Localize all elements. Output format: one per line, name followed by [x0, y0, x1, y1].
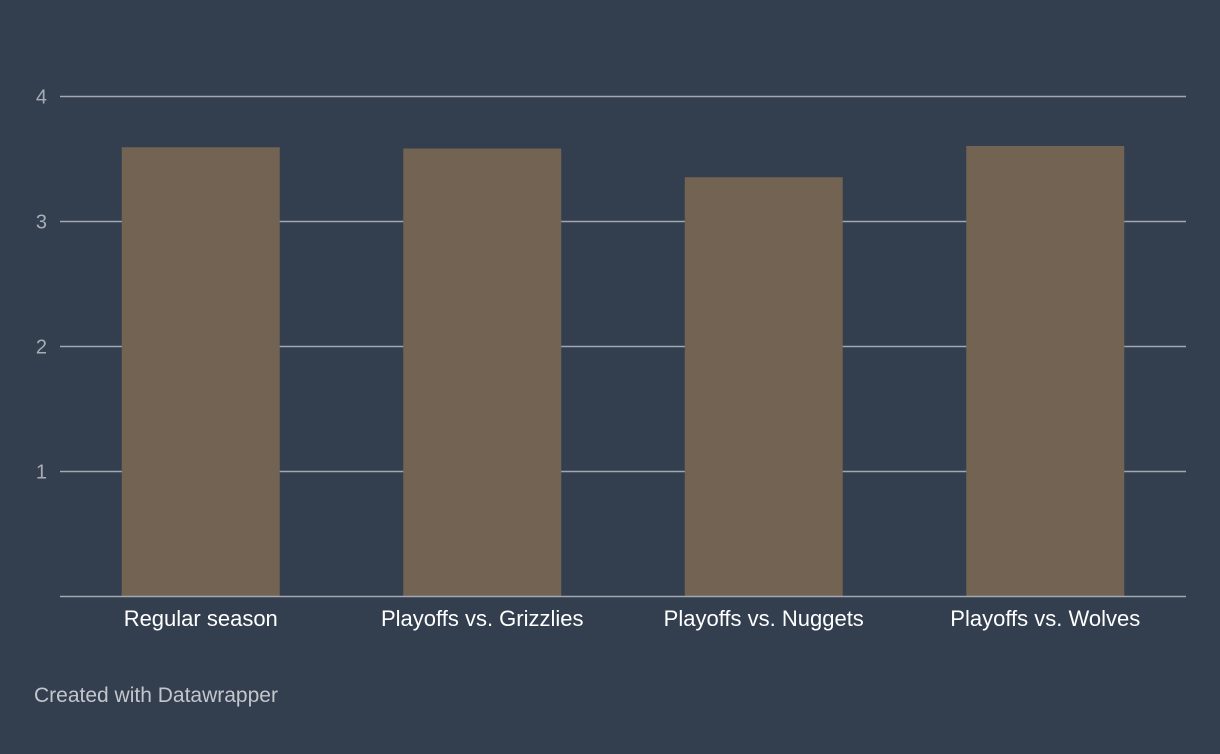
- category-label: Playoffs vs. Wolves: [950, 606, 1140, 631]
- bar-0: [121, 147, 280, 596]
- y-tick-label: 4: [36, 87, 47, 109]
- bars: [121, 146, 1125, 596]
- category-label: Regular season: [124, 606, 278, 631]
- footer-credit: Created with Datawrapper: [34, 684, 278, 707]
- x-axis-category-labels: Regular season Playoffs vs. Grizzlies Play…: [124, 606, 1141, 631]
- category-label: Playoffs vs. Grizzlies: [381, 606, 584, 631]
- y-tick-label: 1: [36, 462, 47, 484]
- y-tick-label: 2: [36, 337, 47, 359]
- category-label: Playoffs vs. Nuggets: [664, 606, 864, 631]
- y-tick-label: 3: [36, 212, 47, 234]
- bar-1: [403, 148, 562, 596]
- bar-2: [684, 177, 843, 596]
- bar-3: [966, 146, 1125, 596]
- y-axis-tick-labels: 1 2 3 4: [36, 87, 47, 484]
